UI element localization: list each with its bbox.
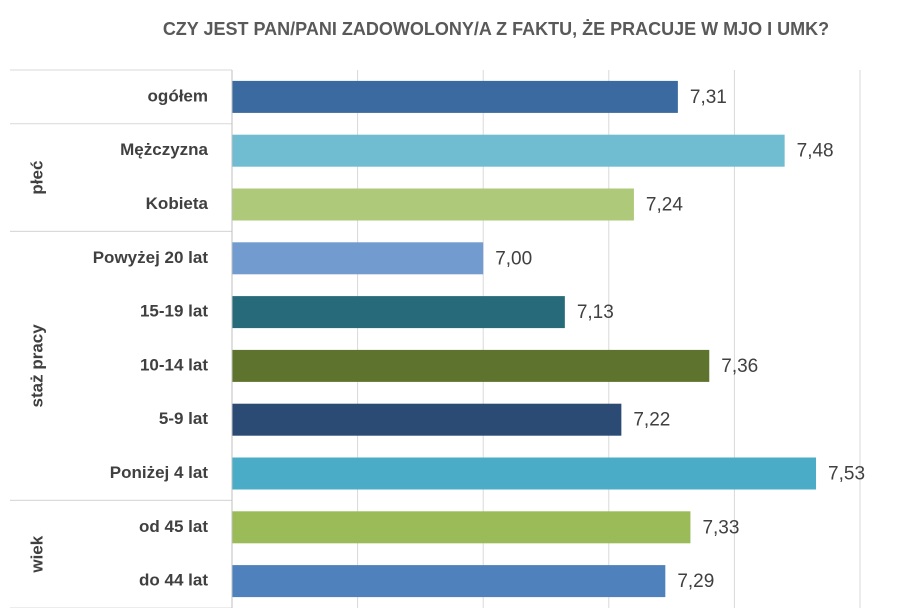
group-label: wiek <box>27 535 46 573</box>
y-tick-label: Kobieta <box>146 194 209 213</box>
y-tick-label: Poniżej 4 lat <box>110 463 209 482</box>
group-label: staż pracy <box>27 324 46 408</box>
y-tick-label: ogółem <box>148 86 208 105</box>
y-tick-label: 5-9 lat <box>159 409 208 428</box>
bar <box>232 242 484 275</box>
value-label: 7,53 <box>828 464 865 485</box>
y-tick-label: 10-14 lat <box>140 355 208 374</box>
bar <box>232 565 666 598</box>
value-label: 7,13 <box>577 302 614 323</box>
bar <box>232 511 691 544</box>
value-label: 7,24 <box>646 195 683 216</box>
value-label: 7,48 <box>797 141 834 162</box>
value-label: 7,00 <box>495 248 532 269</box>
value-label: 7,22 <box>633 410 670 431</box>
bar <box>232 457 817 490</box>
y-tick-label: do 44 lat <box>139 571 208 590</box>
value-label: 7,29 <box>677 571 714 592</box>
bar <box>232 80 678 113</box>
bar <box>232 134 785 167</box>
y-tick-label: Powyżej 20 lat <box>93 248 209 267</box>
y-tick-label: Mężczyzna <box>120 140 208 159</box>
chart-title: CZY JEST PAN/PANI ZADOWOLONY/A Z FAKTU, … <box>163 19 829 39</box>
bar <box>232 403 622 436</box>
y-tick-label: od 45 lat <box>139 517 208 536</box>
bar <box>232 188 634 221</box>
value-label: 7,36 <box>721 356 758 377</box>
bar <box>232 349 710 382</box>
group-label: płeć <box>27 161 46 195</box>
bar <box>232 296 565 329</box>
value-label: 7,33 <box>702 517 739 538</box>
y-tick-label: 15-19 lat <box>140 302 208 321</box>
value-label: 7,31 <box>690 87 727 108</box>
